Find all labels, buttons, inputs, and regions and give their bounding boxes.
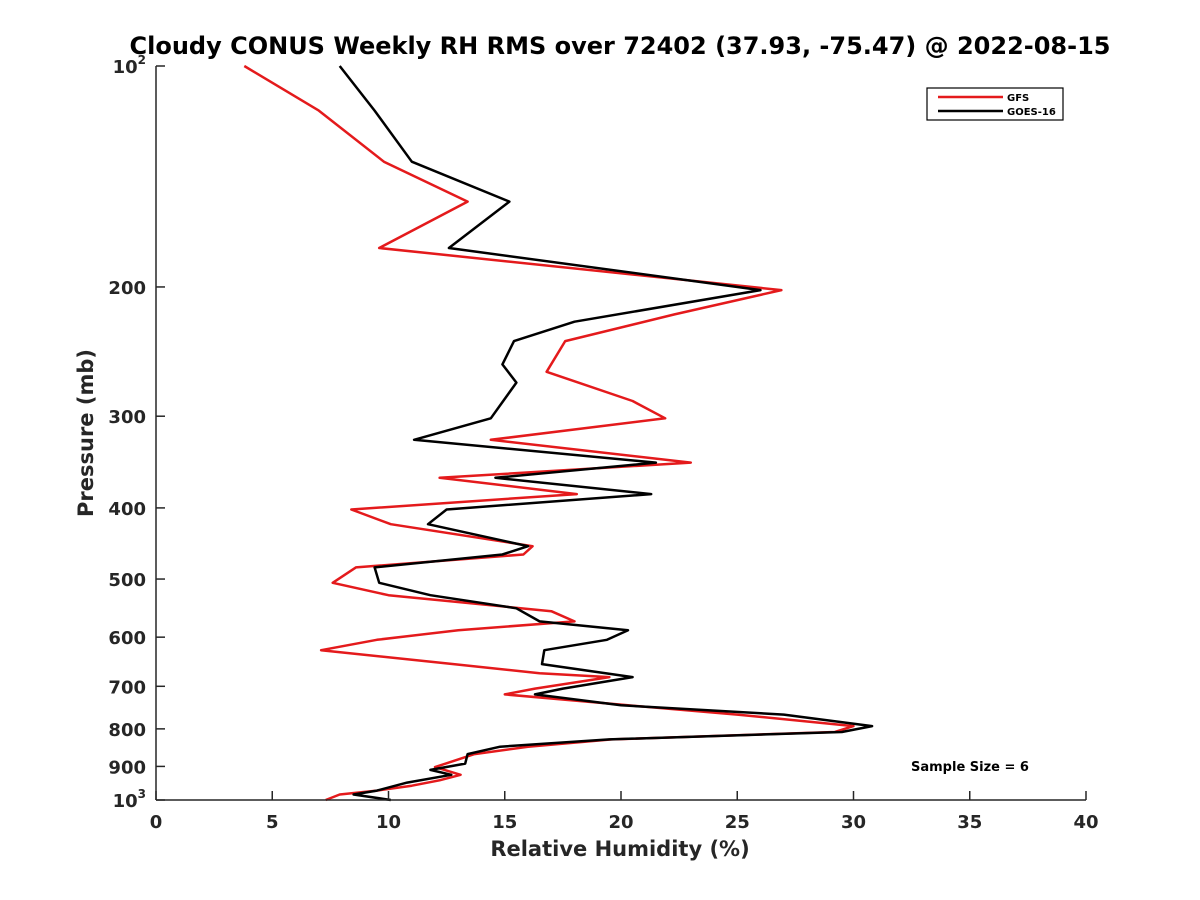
series-line-goes16 — [338, 65, 874, 802]
plot-area: 0 5 10 15 20 25 30 35 40 102 200 300 400 500 600 700 80… — [108, 53, 1098, 833]
x-tick-label: 5 — [266, 812, 279, 833]
y-tick-label: 700 — [108, 677, 146, 698]
x-tick-label: 15 — [492, 812, 517, 833]
y-tick-label: 400 — [108, 499, 146, 520]
legend-label-goes16: GOES-16 — [1007, 107, 1056, 118]
x-tick-label: 10 — [376, 812, 401, 833]
y-tick-label: 900 — [108, 757, 146, 778]
y-tick-label: 300 — [108, 407, 146, 428]
series-layer — [243, 64, 874, 802]
x-tick-label: 40 — [1073, 812, 1098, 833]
legend-box — [926, 87, 1064, 121]
series-line-gfs — [243, 64, 855, 802]
legend-label-gfs: GFS — [1007, 93, 1029, 104]
x-tick-label: 0 — [150, 812, 163, 833]
y-tick-label: 102 — [113, 53, 146, 78]
y-axis-label: Pressure (mb) — [74, 349, 98, 517]
legend: GFS GOES-16 — [926, 87, 1064, 121]
x-tick-label: 35 — [957, 812, 982, 833]
x-axis-ticks: 0 5 10 15 20 25 30 35 40 — [150, 791, 1099, 833]
sample-size-annotation: Sample Size = 6 — [911, 760, 1029, 775]
y-tick-label: 500 — [108, 570, 146, 591]
x-axis-label: Relative Humidity (%) — [490, 837, 749, 861]
y-tick-label: 103 — [113, 787, 146, 812]
chart-title: Cloudy CONUS Weekly RH RMS over 72402 (3… — [130, 32, 1111, 60]
x-tick-label: 25 — [725, 812, 750, 833]
y-tick-label: 200 — [108, 278, 146, 299]
x-tick-label: 30 — [841, 812, 866, 833]
y-tick-label: 800 — [108, 720, 146, 741]
y-tick-label: 600 — [108, 628, 146, 649]
y-axis-ticks: 102 200 300 400 500 600 700 800 900 103 — [108, 53, 165, 812]
x-tick-label: 20 — [608, 812, 633, 833]
